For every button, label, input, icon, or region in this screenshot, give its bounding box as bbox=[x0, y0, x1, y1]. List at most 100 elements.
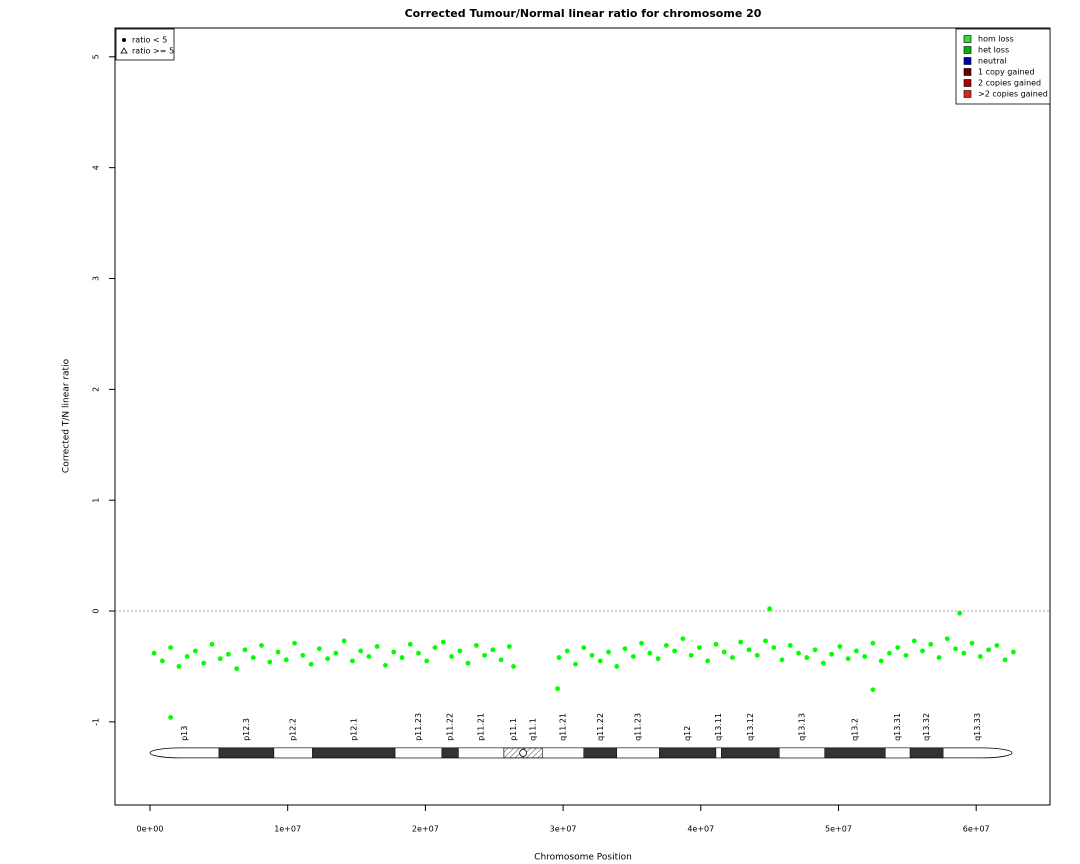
ideogram-band bbox=[715, 747, 722, 759]
y-tick-label: 2 bbox=[92, 387, 101, 392]
ideogram-band bbox=[909, 747, 944, 759]
data-point bbox=[555, 686, 560, 692]
data-point bbox=[424, 658, 430, 664]
data-point bbox=[767, 606, 773, 612]
data-point bbox=[168, 645, 174, 651]
legend-label: 2 copies gained bbox=[978, 79, 1041, 88]
band-label: q13.13 bbox=[797, 713, 806, 741]
x-tick-label: 3e+07 bbox=[550, 825, 577, 834]
data-point bbox=[242, 647, 248, 653]
ideogram-band bbox=[441, 747, 459, 759]
data-point bbox=[341, 638, 347, 644]
data-point bbox=[259, 642, 264, 648]
band-label: p11.21 bbox=[477, 713, 486, 741]
data-point bbox=[449, 654, 454, 659]
data-point bbox=[176, 664, 182, 669]
data-point bbox=[217, 656, 223, 662]
data-point bbox=[1002, 657, 1008, 663]
legend-label: neutral bbox=[978, 57, 1007, 66]
data-point bbox=[639, 640, 644, 646]
data-point bbox=[498, 657, 504, 663]
data-point bbox=[184, 654, 190, 659]
data-point bbox=[432, 645, 438, 651]
data-point bbox=[903, 652, 909, 658]
data-point bbox=[581, 645, 587, 651]
x-tick-label: 6e+07 bbox=[963, 825, 990, 834]
band-label: q13.11 bbox=[714, 713, 723, 741]
data-point bbox=[870, 640, 876, 646]
data-point bbox=[1010, 649, 1016, 655]
data-point bbox=[957, 610, 963, 616]
data-point bbox=[275, 649, 281, 655]
data-point bbox=[506, 644, 512, 649]
data-point bbox=[234, 666, 240, 672]
y-tick-label: 3 bbox=[92, 276, 101, 281]
data-point bbox=[267, 659, 273, 665]
legend-swatch bbox=[963, 46, 972, 54]
y-tick-label: 1 bbox=[92, 498, 101, 503]
band-label: q13.32 bbox=[922, 713, 931, 741]
data-point bbox=[292, 640, 297, 646]
data-point bbox=[589, 652, 595, 658]
band-label: p11.23 bbox=[414, 713, 423, 741]
data-point bbox=[597, 658, 603, 664]
data-point bbox=[713, 641, 719, 647]
data-point bbox=[283, 657, 289, 663]
data-point bbox=[193, 648, 198, 654]
ideogram-band bbox=[312, 747, 396, 759]
data-point bbox=[953, 646, 958, 652]
data-point bbox=[168, 715, 174, 720]
data-point bbox=[511, 664, 516, 669]
ideogram-band bbox=[616, 747, 660, 759]
legend-label: >2 copies gained bbox=[978, 90, 1048, 99]
data-point bbox=[705, 658, 711, 664]
data-point bbox=[250, 655, 256, 660]
ideogram-band bbox=[824, 747, 886, 759]
data-point bbox=[457, 648, 463, 654]
data-point bbox=[721, 649, 727, 655]
ideogram-band bbox=[779, 747, 825, 759]
x-tick-label: 2e+07 bbox=[412, 825, 439, 834]
data-point bbox=[482, 652, 487, 658]
data-point bbox=[333, 650, 339, 656]
data-point bbox=[308, 661, 314, 667]
y-tick-label: 4 bbox=[92, 165, 101, 170]
legend-swatch bbox=[963, 90, 972, 98]
data-point bbox=[374, 644, 380, 649]
legend-label: ratio < 5 bbox=[132, 36, 167, 45]
band-label: q13.12 bbox=[746, 713, 755, 741]
band-label: p11.1 bbox=[509, 718, 518, 741]
legend-label: het loss bbox=[978, 46, 1009, 55]
data-point bbox=[490, 647, 496, 653]
data-point bbox=[688, 652, 694, 658]
data-point bbox=[853, 648, 859, 654]
data-point bbox=[746, 647, 752, 653]
band-label: q13.33 bbox=[973, 713, 982, 741]
ideogram-band bbox=[273, 747, 313, 759]
band-label: q12 bbox=[683, 726, 692, 741]
data-point bbox=[928, 641, 934, 647]
band-label: p12.3 bbox=[242, 718, 251, 741]
band-label: p12.2 bbox=[289, 718, 298, 741]
data-point bbox=[961, 650, 967, 656]
data-point bbox=[300, 652, 306, 658]
data-point bbox=[771, 645, 777, 651]
data-point bbox=[895, 645, 901, 651]
legend-symbol bbox=[120, 47, 128, 54]
y-tick-label: 5 bbox=[92, 54, 101, 59]
ideogram-band bbox=[721, 747, 780, 759]
data-point bbox=[622, 646, 628, 652]
data-point bbox=[316, 646, 322, 652]
ideogram-band bbox=[659, 747, 717, 759]
data-point bbox=[936, 655, 942, 660]
data-point bbox=[680, 636, 686, 642]
y-tick-label: 0 bbox=[92, 608, 101, 613]
x-tick-label: 0e+00 bbox=[137, 825, 164, 834]
data-point bbox=[630, 654, 636, 659]
data-point bbox=[556, 655, 562, 660]
data-point bbox=[606, 649, 611, 655]
data-point bbox=[994, 642, 1000, 648]
data-point bbox=[911, 638, 917, 644]
data-point bbox=[399, 655, 405, 660]
data-point bbox=[226, 651, 231, 657]
